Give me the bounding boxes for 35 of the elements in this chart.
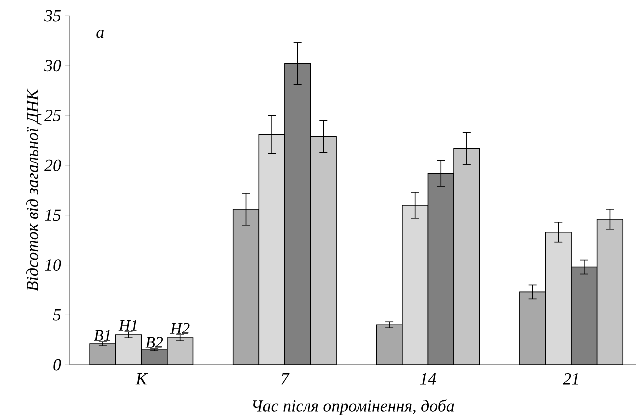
y-tick-label: 25 bbox=[44, 110, 61, 122]
series-label: Н2 bbox=[170, 323, 190, 334]
bar bbox=[545, 232, 572, 365]
bar bbox=[310, 136, 337, 365]
bar bbox=[115, 334, 142, 365]
bar bbox=[284, 63, 312, 365]
bar bbox=[428, 173, 454, 365]
bar bbox=[571, 266, 598, 365]
bar bbox=[596, 219, 624, 365]
x-axis-title: Час після опромінення, доба bbox=[253, 400, 454, 416]
bar bbox=[90, 344, 116, 365]
y-tick-label: 35 bbox=[44, 10, 61, 22]
bar bbox=[454, 148, 480, 365]
bar bbox=[258, 134, 286, 365]
series-label: Н1 bbox=[118, 320, 137, 331]
x-tick-label: 7 bbox=[282, 374, 290, 385]
series-label: В2 bbox=[146, 337, 164, 348]
y-tick-label: 5 bbox=[53, 310, 61, 321]
bar bbox=[141, 350, 168, 365]
y-axis-title: Відсоток від загальної ДНК bbox=[26, 88, 42, 292]
annotation: а bbox=[96, 30, 104, 38]
x-tick-label: 21 bbox=[563, 374, 578, 385]
bar bbox=[232, 209, 260, 365]
bar bbox=[167, 338, 194, 365]
y-tick-label: 15 bbox=[45, 210, 61, 222]
y-tick-label: 30 bbox=[44, 60, 62, 72]
bar bbox=[376, 324, 403, 365]
bar bbox=[402, 205, 429, 365]
y-tick-label: 0 bbox=[54, 359, 62, 371]
x-tick-label: 14 bbox=[420, 374, 436, 385]
series-label: В1 bbox=[94, 330, 110, 341]
x-tick-label: К bbox=[136, 374, 148, 385]
y-tick-label: 10 bbox=[45, 260, 62, 272]
bar bbox=[520, 292, 546, 365]
y-tick-label: 20 bbox=[44, 160, 62, 172]
